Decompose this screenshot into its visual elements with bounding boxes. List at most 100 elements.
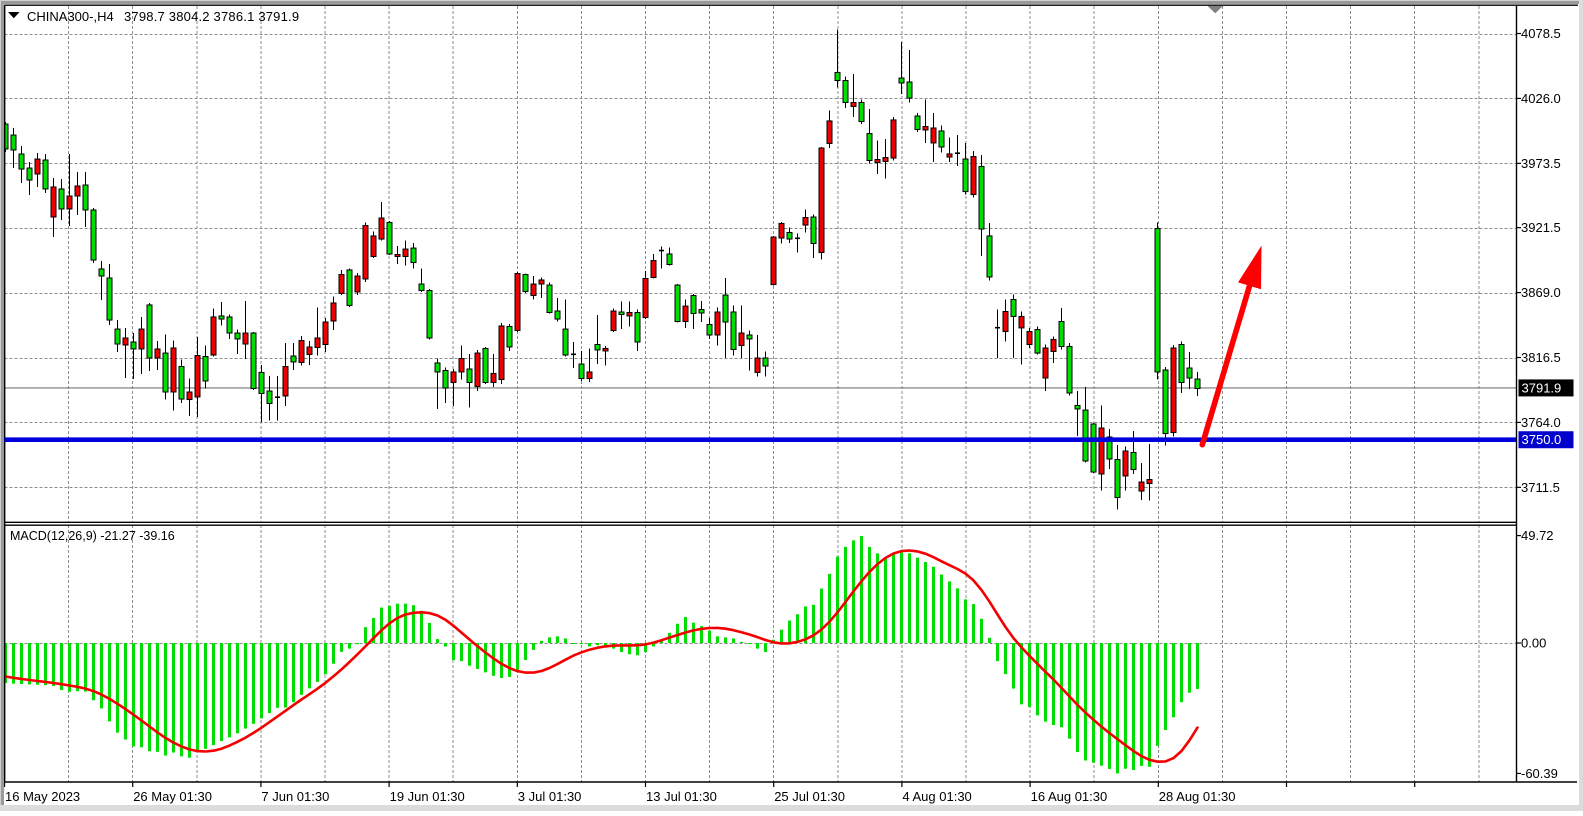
candle [106,264,113,325]
macd-bar [108,643,111,722]
candle [282,343,289,406]
candle-body [898,77,905,84]
candles-layer [4,29,1201,510]
candle-body [138,328,145,350]
candle-body [618,311,625,315]
candle [458,345,465,380]
candle-body [522,274,529,292]
candle [554,298,561,322]
macd-bar [412,605,415,643]
candle [810,214,817,258]
bid-badge-text: 3791.9 [1522,380,1562,395]
macd-bar [444,643,447,647]
candle [594,314,601,365]
candle [114,320,121,353]
candle-body [706,323,713,336]
macd-bar [20,643,23,685]
trend-arrow-shaft [1199,277,1255,448]
candle-body [1098,427,1105,475]
macd-bar [684,617,687,643]
candle-body [258,371,265,394]
candle-body [34,158,41,175]
candle [1058,308,1065,350]
macd-bar [164,643,167,756]
candle [634,309,641,351]
macd-bar [988,637,991,643]
macd-bar [980,618,983,643]
macd-bar [580,643,583,645]
macd-indicator-label: MACD(12,26,9) -21.27 -39.16 [10,529,175,543]
candle-body [666,253,673,266]
candle-body [1058,321,1065,347]
candle [762,351,769,377]
candle-body [338,274,345,294]
candle-body [498,325,505,381]
macd-bar [868,546,871,643]
candle [34,152,41,187]
candle [450,369,457,406]
macd-bar [940,574,943,643]
candle [1194,371,1201,396]
macd-bar [732,638,735,643]
macd-bar [700,626,703,643]
macd-bar [756,643,759,649]
macd-bar [836,556,839,643]
candle [82,172,89,228]
macd-bar [724,637,727,643]
candle-body [1138,481,1145,492]
candle [562,299,569,357]
macd-bar [716,636,719,643]
candle [266,376,273,421]
candle [1122,446,1129,491]
macd-main-value: -21.27 [100,529,136,543]
macd-bar [364,627,367,643]
macd-bar [1156,643,1159,746]
candle-body [650,260,657,278]
macd-bar [692,622,695,643]
window-edge-left [0,0,1,811]
time-tick-label: 25 Jul 01:30 [774,789,845,804]
candle [50,177,57,238]
macd-bar [1196,643,1199,689]
macd-bar [860,536,863,643]
macd-bar [100,643,103,709]
candle [18,146,25,184]
candle-body [98,268,105,277]
candle [1090,423,1097,473]
candle [1146,443,1153,501]
candle [978,154,985,256]
candle [754,334,761,377]
support-badge-text: 3750.0 [1522,432,1562,447]
macd-tick-label: 0.00 [1521,636,1546,651]
macd-tick-label: 49.72 [1521,528,1554,543]
candle [210,308,217,357]
trend-arrow[interactable] [1199,245,1262,448]
candle-body [1042,347,1049,379]
candle [402,240,409,266]
client-background [4,4,1579,805]
candle [26,161,33,196]
candle-body [714,311,721,336]
candle-body [722,294,729,323]
symbol-dropdown-icon[interactable] [8,12,20,19]
candle [10,127,17,169]
macd-bar [1076,643,1079,753]
macd-bar [140,643,143,748]
candle-body [922,126,929,131]
candle-body [162,352,169,393]
candle-body [746,334,753,340]
candle [802,209,809,233]
candle [42,153,49,194]
time-tick-label: 16 Aug 01:30 [1031,789,1108,804]
candle-body [1130,451,1137,471]
candle [866,108,873,164]
candle [1042,344,1049,392]
candle [314,307,321,356]
macd-bar [1188,643,1191,693]
candle-body [282,366,289,397]
macd-bar [796,614,799,643]
candle [690,293,697,330]
price-tick-label: 3869.0 [1521,285,1561,300]
macd-bar [564,638,567,643]
